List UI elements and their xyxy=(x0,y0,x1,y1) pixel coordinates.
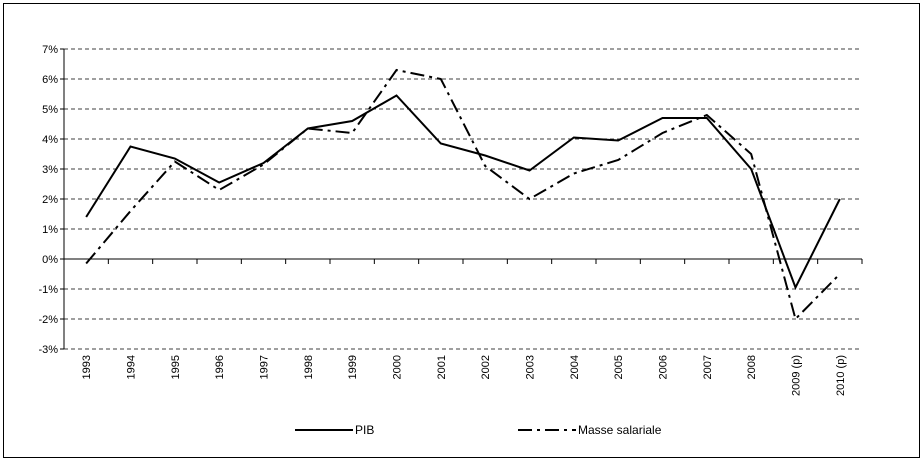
x-tick-label: 2003 xyxy=(525,355,537,379)
x-tick-label: 2004 xyxy=(569,355,581,379)
x-tick-label: 1993 xyxy=(81,355,93,379)
x-tick-label: 2006 xyxy=(658,355,670,379)
y-tick-label: -2% xyxy=(38,314,58,326)
x-tick-label: 1994 xyxy=(126,355,138,379)
y-tick-label: -1% xyxy=(38,284,58,296)
x-tick-label: 2010 (p) xyxy=(835,355,847,396)
series-line xyxy=(85,68,841,321)
x-tick-label: 2008 xyxy=(746,355,758,379)
chart-frame xyxy=(3,3,920,458)
x-tick-label: 2002 xyxy=(480,355,492,379)
x-tick-label: 2007 xyxy=(702,355,714,379)
x-tick-label: 1995 xyxy=(170,355,182,379)
x-tick-label: 1998 xyxy=(303,355,315,379)
y-tick-label: 2% xyxy=(42,194,58,206)
y-tick-label: 3% xyxy=(42,164,58,176)
x-tick-label: 1999 xyxy=(347,355,359,379)
y-tick-label: 1% xyxy=(42,224,58,236)
x-tick-label: 2000 xyxy=(392,355,404,379)
x-tick-label: 2009 (p) xyxy=(791,355,803,396)
y-tick-label: 0% xyxy=(42,254,58,266)
y-tick-label: 7% xyxy=(42,44,58,56)
legend-label: PIB xyxy=(355,423,374,437)
series-line xyxy=(85,94,841,290)
x-tick-label: 2001 xyxy=(436,355,448,379)
x-tick-label: 1997 xyxy=(259,355,271,379)
x-tick-label: 1996 xyxy=(214,355,226,379)
y-tick-label: 5% xyxy=(42,104,58,116)
y-tick-label: 4% xyxy=(42,134,58,146)
legend-label: Masse salariale xyxy=(578,423,662,437)
y-tick-label: 6% xyxy=(42,74,58,86)
x-tick-label: 2005 xyxy=(613,355,625,379)
y-tick-label: -3% xyxy=(38,344,58,356)
